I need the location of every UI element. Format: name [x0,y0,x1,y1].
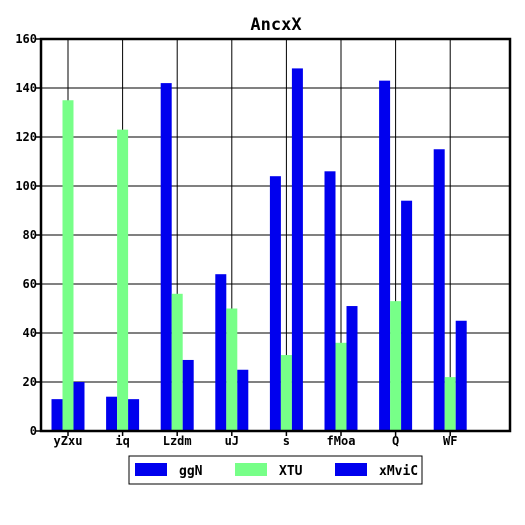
y-tick-label: 120 [15,130,37,144]
legend-swatch-xMviC [335,463,367,476]
legend-label-xMviC: xMviC [379,464,418,479]
bar-xMviC-uJ [237,369,249,431]
bar-ggN-uJ [215,274,227,431]
y-tick-label: 140 [15,81,37,95]
y-tick-label: 60 [23,277,37,291]
bar-ggN-Lzdm [160,83,172,431]
x-tick-label: s [283,434,290,448]
bar-xMviC-Lzdm [182,359,194,431]
x-tick-label: Lzdm [163,434,192,448]
bar-xMviC-WF [455,320,467,431]
x-tick-label: fMoa [327,434,356,448]
legend-swatch-ggN [135,463,167,476]
bar-XTU-Q [390,301,402,431]
bars [51,68,467,432]
bar-XTU-WF [444,377,456,431]
bar-XTU-uJ [226,308,238,431]
bar-ggN-iq [106,396,118,431]
y-tick-label: 100 [15,179,37,193]
bar-ggN-fMoa [324,171,336,432]
bar-ggN-s [269,176,281,431]
x-tick-label: yZxu [54,434,83,448]
bar-ggN-yZxu [51,399,63,431]
bar-XTU-yZxu [62,100,74,431]
bar-xMviC-fMoa [346,306,358,431]
bar-xMviC-iq [128,399,140,431]
legend-box [128,455,423,485]
bar-xMviC-yZxu [73,382,85,431]
legend: ggN XTU xMviC [128,455,423,485]
bar-XTU-iq [117,129,129,431]
bar-XTU-s [280,355,292,431]
bar-xMviC-s [291,68,303,432]
y-tick-label: 80 [23,228,37,242]
legend-swatch-XTU [235,463,267,476]
y-axis-ticks: 0 20 40 60 80 100 120 140 160 [15,32,41,438]
bar-XTU-Lzdm [171,293,183,431]
x-tick-label: uJ [225,434,239,448]
y-tick-label: 20 [23,375,37,389]
chart-title: AncxX [250,15,302,35]
bar-ggN-Q [379,80,391,432]
bar-ggN-WF [433,149,445,431]
x-axis-ticks: yZxu iq Lzdm uJ s fMoa Q WF [54,431,457,448]
y-tick-label: 40 [23,326,37,340]
x-tick-label: WF [443,434,457,448]
legend-label-ggN: ggN [179,464,203,479]
y-tick-label: 160 [15,32,37,46]
bar-XTU-fMoa [335,342,347,431]
x-tick-label: Q [392,434,399,448]
legend-label-XTU: XTU [279,464,303,479]
x-tick-label: iq [115,434,129,448]
y-tick-label: 0 [30,424,37,438]
bar-xMviC-Q [401,200,413,431]
